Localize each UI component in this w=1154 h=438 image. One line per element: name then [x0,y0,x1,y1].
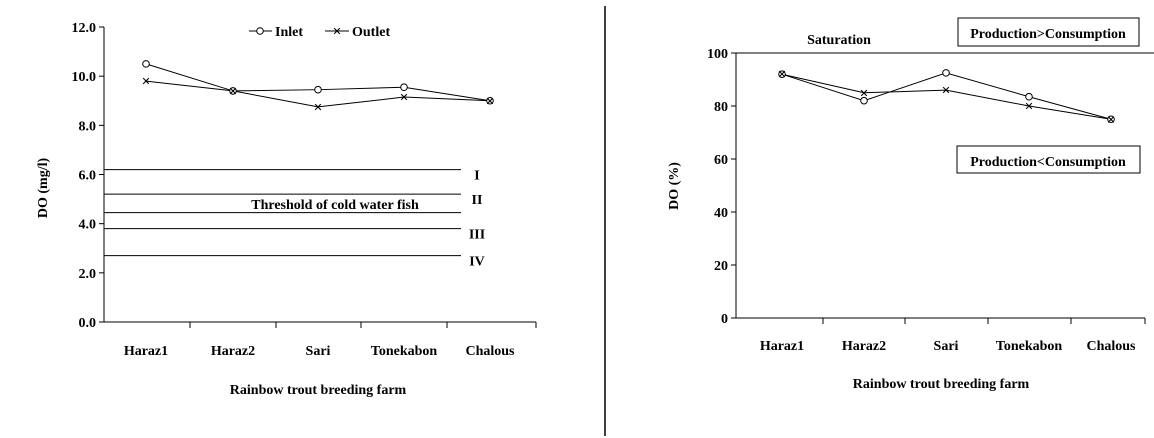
legend-inlet-label: Inlet [275,25,303,40]
y-axis-label: DO (%) [667,162,682,210]
annotation-box-production-less [956,145,1141,174]
chart-do-mgl: DO (mg/l) Rainbow trout breeding farm Th… [36,21,537,398]
data-point-inlet [400,83,408,92]
y-tick-label: 20 [714,259,728,274]
x-tick-label: Haraz1 [760,339,804,354]
x-tick-label: Haraz1 [124,344,168,359]
data-point-outlet: ✕ [141,76,150,88]
threshold-label: III [469,228,485,243]
data-point-inlet [486,96,494,105]
data-point-outlet: ✕ [485,96,494,108]
y-tick-label: 60 [714,153,728,168]
legend-outlet-marker: ✕ [332,26,341,38]
y-tick-label: 6.0 [79,169,97,184]
y-tick-label: 8.0 [79,119,97,134]
data-point-inlet [314,85,322,94]
chart-do-percent: DO (%) Rainbow trout breeding farm Satur… [667,17,1154,392]
x-tick-label: Tonekabon [996,339,1063,354]
x-tick-label: Sari [306,344,331,359]
data-point-outlet: ✕ [228,86,237,98]
x-axis-label: Rainbow trout breeding farm [230,383,407,398]
y-tick-label: 100 [707,47,728,62]
data-point-inlet [1107,115,1115,124]
data-point-outlet: ✕ [399,92,408,104]
data-point-inlet [229,87,237,95]
data-point-inlet [778,70,786,78]
y-tick-label: 12.0 [72,21,97,36]
threshold-label: IV [469,255,485,270]
data-point-inlet [942,69,950,77]
threshold-label: I [474,169,479,184]
y-tick-label: 80 [714,100,728,115]
y-tick-label: 40 [714,206,728,221]
legend-outlet-label: Outlet [352,25,390,40]
data-point-inlet [860,96,868,105]
threshold-annotation: Threshold of cold water fish [251,198,419,213]
x-tick-label: Chalous [465,344,515,359]
x-tick-label: Sari [934,339,959,354]
annotation-production-less: Production<Consumption [970,155,1126,170]
annotation-box-production-greater [957,17,1140,47]
y-tick-label: 4.0 [79,218,97,233]
series-line-outlet [145,80,491,108]
y-tick-label: 10.0 [72,70,97,85]
data-point-inlet [142,60,150,68]
series-line-outlet [781,73,1112,120]
data-point-outlet: ✕ [777,69,786,81]
threshold-label: II [472,193,483,208]
x-tick-label: Chalous [1086,339,1136,354]
legend-inlet-marker [256,27,264,35]
x-tick-label: Haraz2 [211,344,255,359]
y-tick-label: 0.0 [79,316,97,331]
saturation-label: Saturation [807,33,871,48]
data-point-outlet: ✕ [941,85,950,97]
data-point-outlet: ✕ [1106,114,1115,126]
data-point-outlet: ✕ [859,88,868,100]
data-point-inlet [1025,92,1033,101]
legend: Inlet ✕ Outlet [249,25,390,40]
data-point-outlet: ✕ [1024,101,1033,113]
x-tick-label: Haraz2 [842,339,886,354]
x-tick-label: Tonekabon [371,344,438,359]
y-axis-label: DO (mg/l) [36,158,51,219]
y-tick-label: 0 [721,312,728,327]
series-line-inlet [145,63,491,102]
data-point-outlet: ✕ [313,102,322,114]
x-axis-label: Rainbow trout breeding farm [853,377,1030,392]
y-tick-label: 2.0 [79,267,97,282]
annotation-production-greater: Production>Consumption [970,27,1126,42]
